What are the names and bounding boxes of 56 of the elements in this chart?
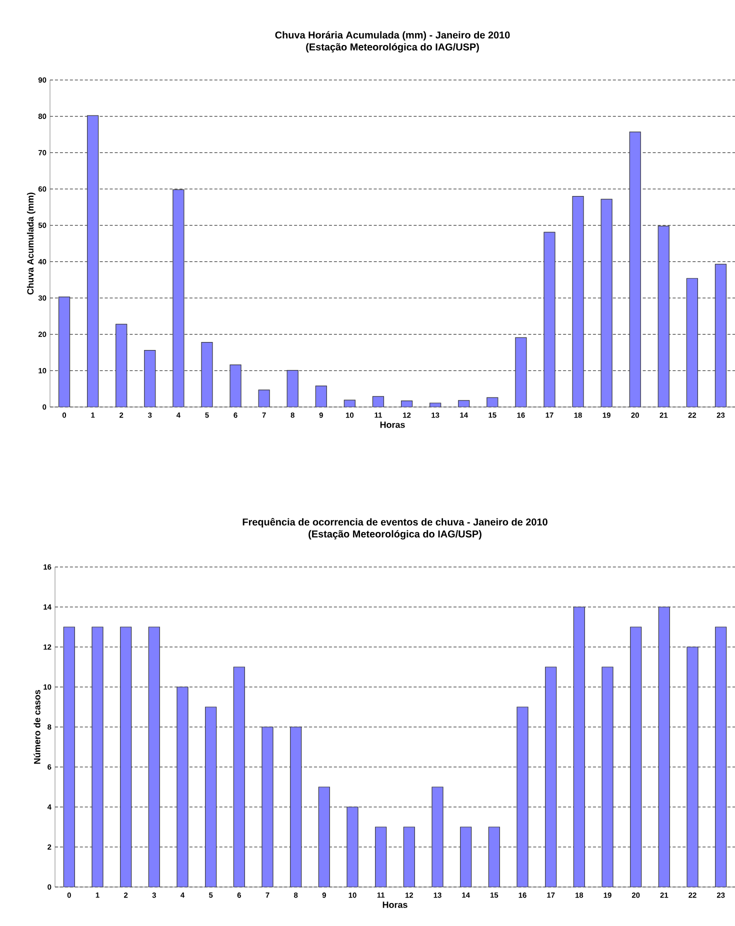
bar (120, 626, 132, 887)
bar (400, 400, 412, 407)
bar (204, 706, 217, 887)
bar (515, 337, 527, 407)
chart-title: Frequência de ocorrencia de eventos de chuva - Janeiro de 2010 (242, 518, 548, 528)
bar (144, 350, 156, 407)
bar (602, 666, 614, 887)
y-axis-title: Chuva Acumulada (mm) (26, 192, 36, 294)
bar (630, 626, 642, 887)
bar (262, 726, 274, 887)
bar (176, 686, 188, 887)
chart-subtitle: (Estação Meteorológica do IAG/USP) (308, 530, 482, 540)
bar (403, 826, 415, 887)
bar (286, 370, 298, 407)
bar (258, 390, 270, 407)
bar (230, 364, 242, 407)
bar (714, 264, 726, 407)
bar (573, 606, 585, 887)
bar (115, 324, 128, 407)
bar (714, 626, 727, 887)
bar (460, 826, 472, 887)
bar (572, 196, 584, 407)
bar (374, 826, 387, 887)
bar (86, 115, 98, 407)
bar (148, 626, 160, 887)
bar (686, 278, 698, 407)
bar (346, 806, 358, 887)
chart-subtitle: (Estação Meteorológica do IAG/USP) (306, 43, 479, 52)
bar (516, 706, 528, 887)
bar (429, 402, 441, 407)
bar (63, 626, 75, 887)
bar (629, 132, 641, 407)
bar (372, 396, 384, 407)
bar (92, 626, 104, 887)
bar (201, 342, 213, 407)
bar (172, 189, 184, 407)
bar (544, 232, 556, 407)
bar (686, 646, 698, 887)
x-axis-title: Horas (380, 422, 405, 428)
bar (458, 400, 470, 407)
bar (658, 606, 670, 887)
bar (600, 198, 612, 407)
bar (315, 386, 327, 407)
bar (658, 226, 670, 407)
bar (344, 400, 356, 407)
bar (318, 786, 330, 887)
bar (233, 666, 245, 887)
y-axis-title: Número de casos (34, 690, 40, 764)
x-axis-title: Horas (382, 902, 408, 908)
bar (58, 296, 70, 407)
bar (544, 666, 557, 887)
bar (486, 397, 498, 407)
bar (488, 826, 500, 887)
bar (432, 786, 444, 887)
chart-title: Chuva Horária Acumulada (mm) - Janeiro de 2010 (275, 31, 510, 40)
bar (290, 726, 302, 887)
